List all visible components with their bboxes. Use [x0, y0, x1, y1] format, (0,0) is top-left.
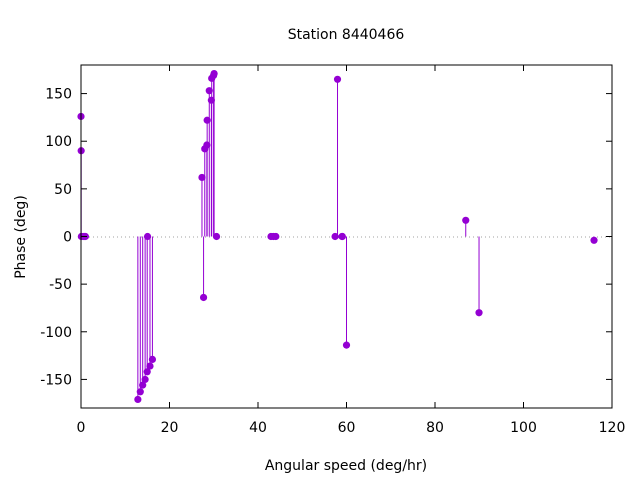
impulse-lines [80, 73, 595, 400]
data-point [139, 381, 147, 389]
x-tick-label: 60 [338, 420, 356, 436]
y-tick-label: 50 [54, 182, 72, 198]
x-tick-label: 0 [77, 420, 86, 436]
x-tick-label: 80 [426, 420, 444, 436]
data-point [333, 75, 342, 83]
data-point [462, 216, 470, 224]
x-tick-label: 100 [510, 420, 537, 436]
data-point [203, 116, 211, 124]
x-tick-label: 20 [161, 420, 179, 436]
data-point [338, 232, 346, 241]
x-tick-label: 40 [249, 420, 267, 436]
y-tick-label: 100 [45, 134, 72, 150]
data-point [146, 362, 154, 370]
data-point [136, 388, 144, 396]
y-tick-label: -150 [40, 372, 72, 388]
data-point [203, 141, 211, 149]
chart-title: Station 8440466 [288, 27, 405, 43]
data-point [590, 236, 598, 244]
data-point [331, 232, 339, 241]
data-point [148, 355, 157, 364]
data-point [205, 87, 213, 95]
y-axis: -150 -100 -50 0 50 100 150 [40, 87, 612, 388]
data-point [198, 173, 206, 182]
data-point [272, 232, 280, 241]
y-tick-label: -100 [40, 325, 72, 341]
data-point [475, 309, 483, 317]
data-point [143, 368, 151, 376]
data-point [342, 341, 351, 349]
data-point [207, 96, 215, 104]
x-tick-label: 120 [599, 420, 626, 436]
y-tick-label: -50 [49, 277, 72, 293]
data-point [210, 69, 218, 78]
data-point [143, 232, 152, 241]
y-tick-label: 0 [63, 230, 72, 246]
data-point [141, 375, 149, 384]
y-tick-label: 150 [45, 87, 72, 103]
data-point [212, 232, 221, 241]
x-axis-label: Angular speed (deg/hr) [265, 458, 427, 474]
data-point [134, 395, 142, 404]
y-axis-label: Phase (deg) [13, 195, 29, 279]
x-axis: 0 20 40 60 80 100 120 [77, 65, 626, 436]
data-point [199, 293, 208, 302]
